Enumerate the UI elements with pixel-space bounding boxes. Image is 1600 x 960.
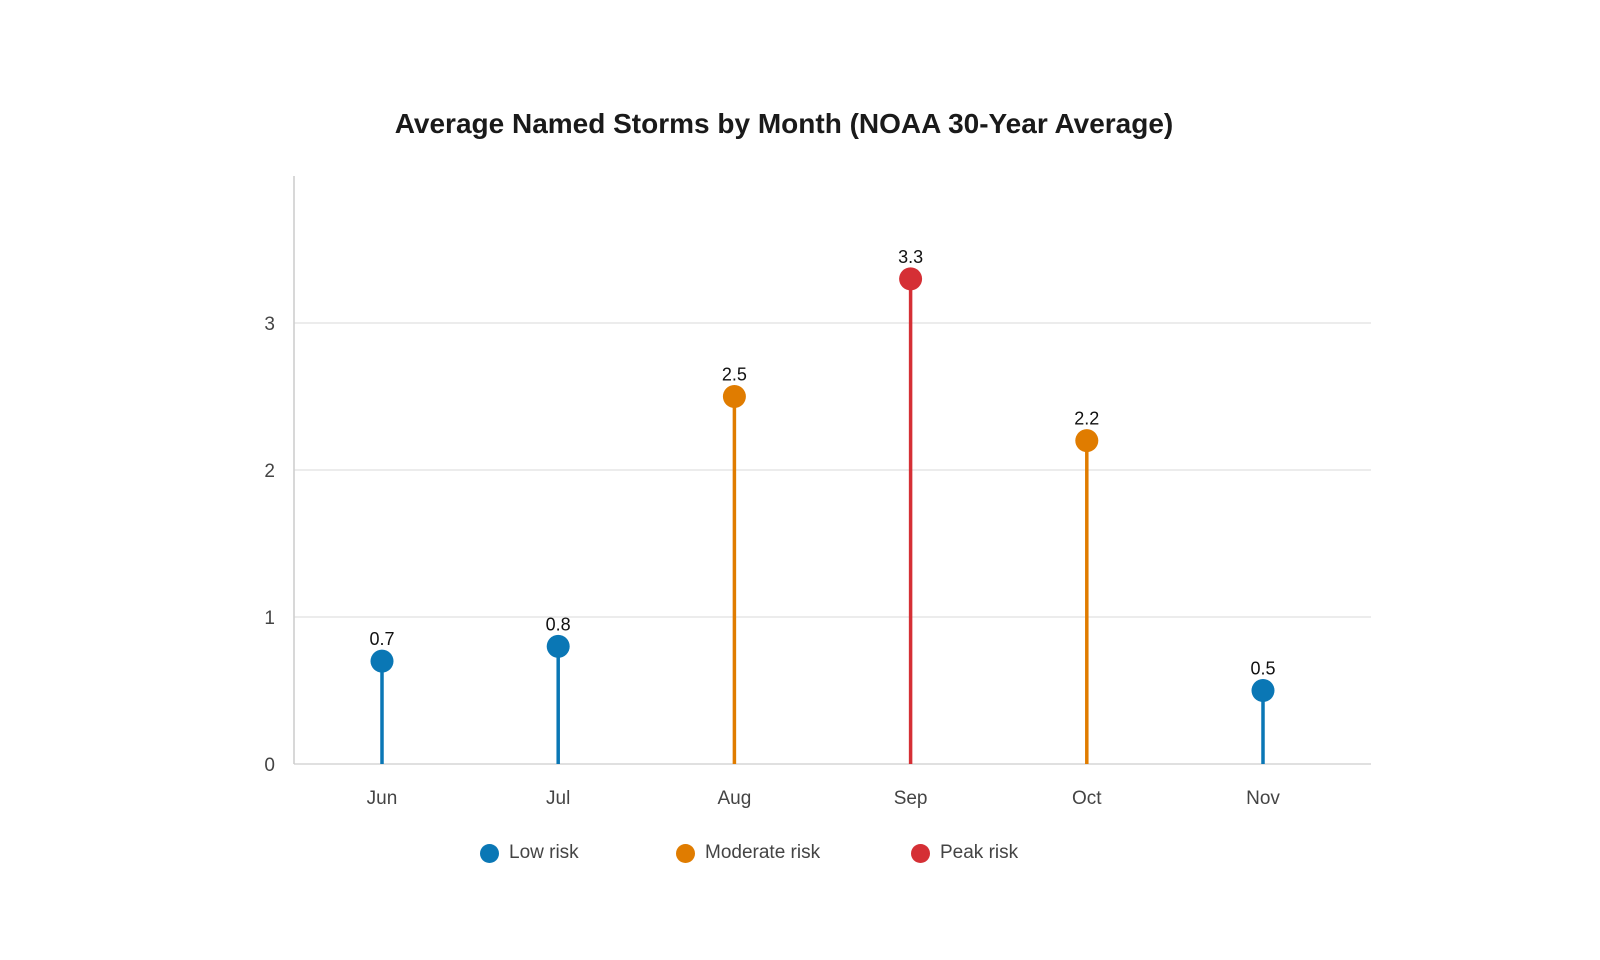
x-tick-label: Jun	[367, 788, 398, 809]
data-label: 0.8	[546, 614, 571, 634]
legend-item-moderate[interactable]: Moderate risk	[676, 842, 820, 864]
lollipop-point	[899, 267, 923, 291]
chart-title: Average Named Storms by Month (NOAA 30-Y…	[394, 108, 1174, 139]
data-label: 0.7	[369, 629, 394, 649]
legend-marker-icon	[911, 843, 930, 863]
legend-item-low[interactable]: Low risk	[480, 842, 579, 864]
x-tick-label: Jul	[546, 788, 570, 809]
lollipop-point	[546, 634, 570, 658]
legend-item-peak[interactable]: Peak risk	[911, 842, 1018, 864]
lollipop-point	[722, 385, 746, 408]
data-label: 2.2	[1074, 409, 1099, 429]
x-tick-label: Sep	[894, 788, 928, 809]
data-label: 3.3	[898, 247, 923, 267]
legend: Low risk Moderate risk Peak risk	[0, 842, 1600, 868]
legend-marker-icon	[676, 843, 695, 863]
lollipop-point	[1251, 679, 1275, 702]
data-label: 0.5	[1250, 659, 1275, 679]
legend-label: Peak risk	[940, 842, 1019, 863]
y-tick-label: 2	[264, 461, 275, 482]
data-label: 2.5	[722, 365, 747, 385]
lollipop-point	[1075, 429, 1099, 453]
legend-label: Moderate risk	[705, 842, 821, 863]
x-tick-label: Aug	[717, 788, 751, 809]
x-tick-label: Oct	[1072, 788, 1102, 809]
legend-marker-icon	[480, 843, 499, 863]
y-tick-label: 1	[264, 608, 275, 629]
y-tick-label: 3	[264, 314, 275, 335]
x-tick-label: Nov	[1246, 788, 1280, 809]
lollipop-point	[370, 649, 394, 673]
y-tick-label: 0	[264, 755, 275, 776]
legend-label: Low risk	[509, 842, 579, 863]
